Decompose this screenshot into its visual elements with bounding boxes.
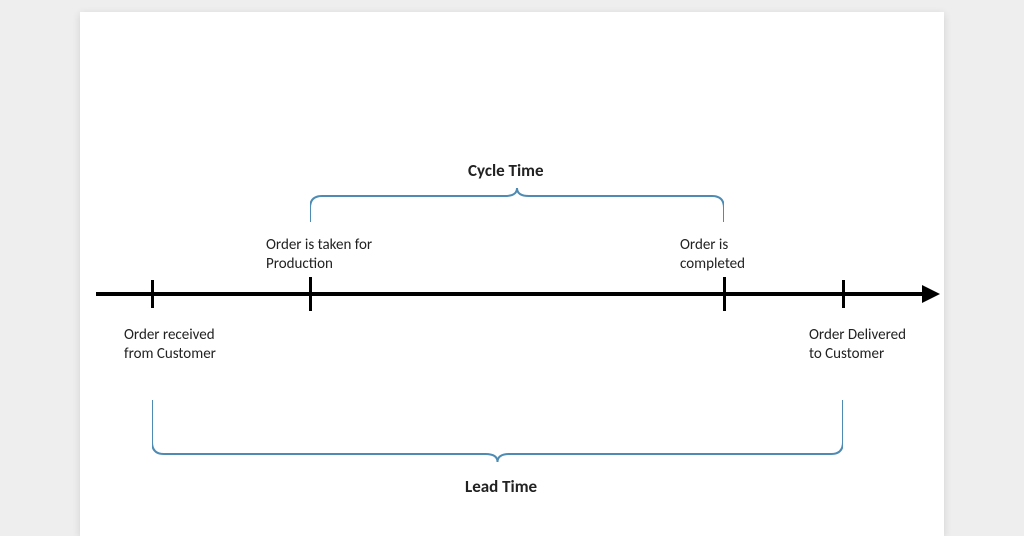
tick-order-received [151, 280, 154, 308]
label-taken-production: Order is taken for Production [266, 236, 372, 274]
label-line: Order is taken for [266, 236, 372, 254]
brace-lead-time [152, 400, 843, 462]
cycle-lead-time-diagram: Cycle Time Lead Time Order received from… [80, 12, 944, 536]
label-line: completed [680, 255, 745, 273]
timeline-axis [96, 292, 924, 296]
cycle-time-title: Cycle Time [468, 160, 544, 181]
tick-taken-production [309, 277, 312, 311]
diagram-card: Cycle Time Lead Time Order received from… [80, 12, 944, 536]
label-order-delivered: Order Delivered to Customer [809, 326, 906, 364]
tick-order-completed [723, 277, 726, 311]
label-line: to Customer [809, 345, 884, 363]
tick-order-delivered [842, 280, 845, 308]
brace-cycle-time [310, 188, 724, 222]
label-line: from Customer [124, 345, 216, 363]
label-order-received: Order received from Customer [124, 326, 216, 364]
label-line: Order is [680, 236, 728, 254]
lead-time-title: Lead Time [465, 476, 537, 497]
label-line: Order received [124, 326, 215, 344]
label-line: Production [266, 255, 333, 273]
label-line: Order Delivered [809, 326, 906, 344]
label-order-completed: Order is completed [680, 236, 745, 274]
timeline-arrowhead-icon [922, 285, 940, 303]
